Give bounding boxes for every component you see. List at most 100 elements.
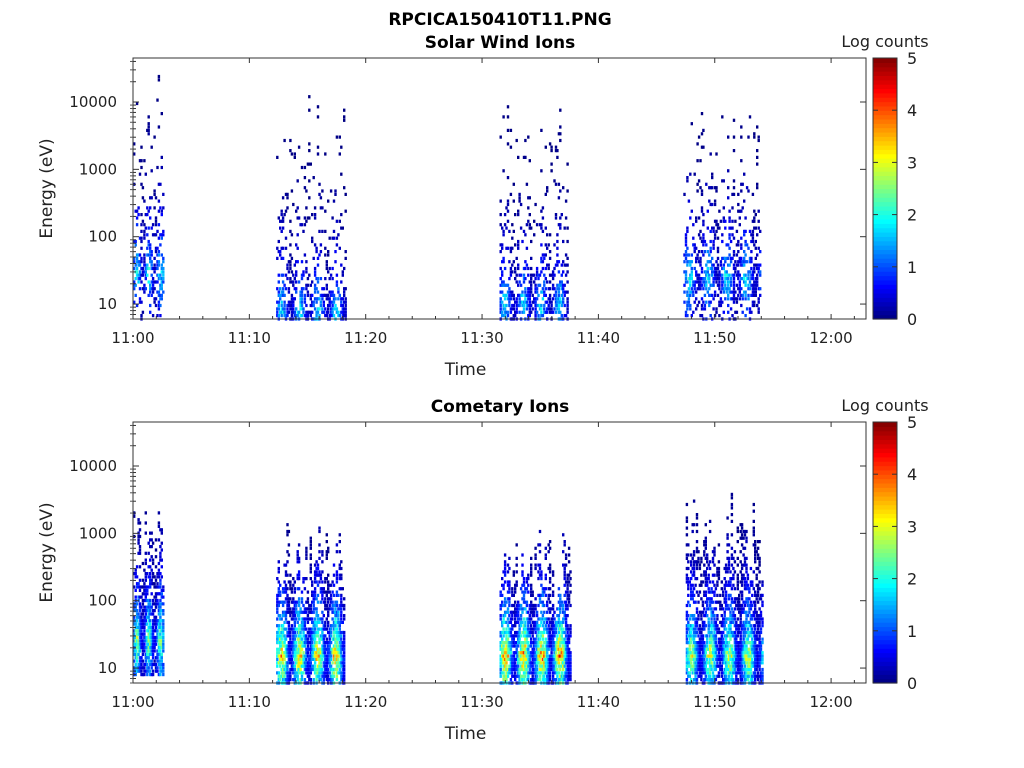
spectrogram-pixel [302,627,305,631]
spectrogram-pixel [337,233,340,237]
spectrogram-pixel [698,630,702,635]
spectrogram-pixel [329,667,333,672]
spectrogram-pixel [537,644,540,648]
spectrogram-pixel [309,657,312,661]
spectrogram-pixel [553,266,556,271]
spectrogram-pixel [328,671,331,675]
spectrogram-pixel [541,593,545,597]
spectrogram-pixel [140,266,143,271]
spectrogram-pixel [297,216,301,220]
spectrogram-pixel [690,583,693,587]
spectrogram-pixel [543,256,546,260]
spectrogram-pixel [290,627,294,631]
spectrogram-pixel [559,651,562,655]
spectrogram-pixel [159,622,162,626]
spectrogram-pixel [293,627,296,631]
spectrogram-pixel [151,233,155,237]
spectrogram-pixel [537,647,540,651]
spectrogram-pixel [283,610,286,614]
spectrogram-pixel [328,266,331,271]
spectrogram-pixel [541,634,545,638]
spectrogram-pixel [527,678,530,682]
spectrogram-pixel [706,209,709,213]
spectrogram-pixel [146,592,149,596]
spectrogram-pixel [324,661,327,665]
spectrogram-pixel [727,273,730,277]
spectrogram-pixel [305,314,308,318]
spectrogram-pixel [156,280,159,284]
spectrogram-pixel [151,280,155,284]
spectrogram-pixel [540,314,543,318]
spectrogram-pixel [312,678,315,682]
spectrogram-pixel [313,617,317,621]
colorbar-segment [873,97,897,103]
spectrogram-pixel [569,570,572,574]
spectrogram-pixel [156,582,159,586]
spectrogram-pixel [312,593,315,597]
spectrogram-pixel [751,270,755,274]
spectrogram-pixel [325,593,328,597]
spectrogram-pixel [281,630,285,635]
spectrogram-pixel [547,667,550,672]
spectrogram-pixel [313,590,317,594]
spectrogram-pixel [525,641,529,645]
spectrogram-pixel [563,577,566,581]
spectrogram-pixel [295,627,298,631]
spectrogram-pixel [534,202,537,207]
spectrogram-pixel [297,644,301,648]
spectrogram-pixel [290,600,294,604]
spectrogram-pixel [560,678,563,682]
spectrogram-pixel [514,617,517,621]
spectrogram-pixel [147,632,150,636]
spectrogram-pixel [543,630,546,635]
spectrogram-pixel [700,560,703,564]
spectrogram-pixel [528,226,531,230]
spectrogram-pixel [551,654,555,658]
spectrogram-pixel [690,577,693,581]
spectrogram-pixel [156,666,159,670]
spectrogram-pixel [506,644,510,648]
spectrogram-pixel [708,667,712,672]
spectrogram-pixel [325,678,328,682]
spectrogram-pixel [715,219,718,223]
spectrogram-pixel [160,639,163,643]
spectrogram-pixel [731,273,734,277]
spectrogram-pixel [286,206,289,210]
spectrogram-pixel [340,630,343,635]
spectrogram-pixel [687,277,691,281]
spectrogram-pixel [144,572,147,576]
spectrogram-pixel [744,239,747,244]
spectrogram-pixel [319,678,323,682]
spectrogram-pixel [709,293,712,297]
spectrogram-pixel [506,674,510,678]
spectrogram-pixel [543,651,546,655]
spectrogram-pixel [331,277,334,281]
spectrogram-pixel [694,634,697,638]
spectrogram-pixel [289,260,292,264]
spectrogram-pixel [283,314,286,318]
spectrogram-pixel [284,671,288,675]
spectrogram-pixel [753,263,756,267]
spectrogram-pixel [703,250,707,254]
spectrogram-pixel [534,671,537,675]
spectrogram-pixel [140,662,143,667]
spectrogram-pixel [544,300,547,304]
spectrogram-pixel [740,159,743,163]
spectrogram-pixel [338,637,341,641]
spectrogram-pixel [340,607,343,611]
spectrogram-pixel [321,597,324,601]
spectrogram-pixel [309,577,312,581]
spectrogram-pixel [334,617,337,621]
spectrogram-pixel [553,678,556,682]
spectrogram-pixel [143,666,146,670]
spectrogram-pixel [281,307,285,311]
spectrogram-pixel [566,280,569,284]
spectrogram-pixel [712,246,715,250]
spectrogram-pixel [544,647,547,651]
spectrogram-pixel [547,266,550,271]
spectrogram-pixel [157,538,161,542]
spectrogram-pixel [160,565,163,569]
spectrogram-pixel [527,641,530,645]
spectrogram-pixel [319,206,323,210]
spectrogram-pixel [706,580,709,584]
